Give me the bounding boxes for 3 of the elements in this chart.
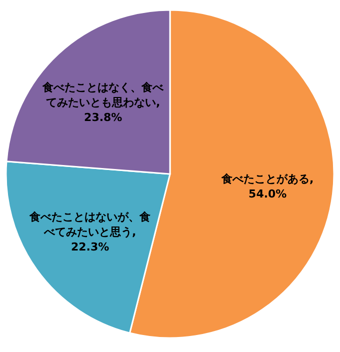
slice-label: 食べたことはなく、食べてみたいとも思わない, 23.8% (42, 80, 165, 124)
slice-label: 食べたことがある, 54.0% (220, 172, 314, 201)
slice-label: 食べたことはないが、食べてみたいと思う, 22.3% (28, 210, 151, 254)
